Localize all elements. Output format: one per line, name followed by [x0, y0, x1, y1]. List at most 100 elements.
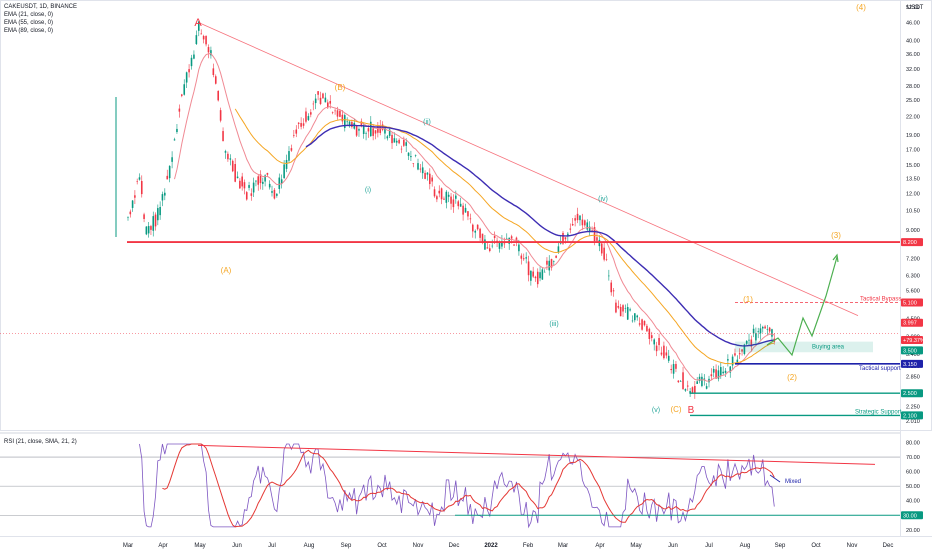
candle-body — [386, 136, 389, 139]
price-axis-tag-label: 3.150 — [903, 362, 917, 368]
candle-body — [705, 386, 708, 389]
candle-body — [574, 218, 576, 221]
candle-body — [522, 258, 525, 260]
price-tick-label: 5.600 — [906, 289, 920, 295]
candle-body — [476, 224, 479, 230]
price-tick-label: 2.850 — [906, 375, 920, 381]
price-axis-tag — [901, 318, 923, 327]
candle-body — [369, 121, 372, 137]
candle-body — [488, 248, 491, 252]
candle-body — [701, 376, 703, 387]
candle-body — [183, 84, 186, 95]
candle-body — [417, 163, 419, 170]
candle-body — [539, 272, 541, 279]
candle-body — [734, 353, 736, 356]
candle-body — [527, 261, 530, 276]
candle-body — [532, 271, 534, 277]
candle-body — [405, 142, 407, 146]
candle-body — [622, 305, 624, 312]
candle-body — [464, 207, 467, 213]
candle-body — [636, 315, 639, 318]
candle-body — [393, 138, 396, 143]
candle-body — [748, 339, 750, 341]
price-axis-tag-label: 3.997 — [903, 321, 917, 327]
candle-body — [374, 130, 377, 134]
rsi-line — [139, 443, 775, 529]
price-tick-label: 46.00 — [906, 21, 920, 27]
candle-body — [161, 194, 164, 201]
candle-body — [493, 235, 496, 239]
candle-body — [407, 152, 410, 156]
candle-body — [541, 269, 544, 280]
candle-body — [210, 50, 212, 56]
candle-body — [181, 94, 183, 96]
candle-body — [436, 196, 438, 200]
price-tick-label: 10.50 — [906, 209, 920, 215]
candle-body — [608, 275, 610, 277]
candle-body — [619, 306, 622, 317]
price-axis-currency: USDT — [907, 5, 924, 11]
candle-body — [650, 335, 653, 339]
ema55-line — [234, 108, 775, 365]
candle-body — [717, 370, 720, 379]
time-tick-label: Oct — [377, 543, 387, 549]
rsi-axis-tag — [901, 511, 923, 520]
candle-body — [152, 216, 155, 231]
candle-body — [145, 226, 148, 235]
candle-body — [171, 157, 173, 162]
price-axis-tag — [901, 346, 923, 355]
candle-body — [419, 168, 422, 170]
candle-body — [643, 321, 646, 326]
candle-body — [665, 352, 668, 356]
candle-body — [691, 387, 694, 393]
candle-body — [593, 227, 596, 242]
wave-label: (3) — [831, 231, 841, 240]
rsi-tick-label: 50.00 — [906, 484, 920, 490]
candle-body — [672, 364, 675, 374]
candle-body — [231, 160, 234, 172]
price-tick-label: 52.00 — [906, 5, 920, 11]
wave-label: B — [688, 405, 695, 416]
candle-body — [360, 121, 363, 127]
candle-body — [469, 218, 472, 220]
candle-body — [278, 177, 281, 189]
candle-body — [757, 331, 759, 333]
candle-body — [217, 90, 219, 101]
time-tick-label: Jun — [232, 543, 242, 549]
candle-body — [663, 345, 665, 359]
candle-body — [729, 366, 732, 373]
candle-body — [403, 139, 405, 146]
candle-body — [379, 125, 382, 133]
candle-body — [154, 214, 157, 227]
candle-body — [591, 230, 593, 231]
candle-body — [358, 129, 360, 131]
candle-body — [743, 344, 746, 354]
candle-body — [285, 160, 288, 169]
candle-body — [543, 271, 546, 273]
candle-body — [229, 158, 232, 160]
candle-body — [212, 68, 215, 75]
time-tick-label: Jul — [268, 543, 276, 549]
candle-body — [190, 57, 193, 67]
candle-body — [138, 177, 141, 180]
time-tick-label: Oct — [811, 543, 821, 549]
candle-body — [295, 129, 298, 134]
candle-body — [331, 112, 334, 113]
time-tick-label: May — [630, 543, 641, 549]
candle-body — [424, 172, 426, 179]
candle-body — [579, 215, 581, 221]
candle-body — [257, 176, 260, 185]
candle-body — [584, 220, 586, 226]
candle-body — [259, 174, 262, 184]
candle-body — [771, 329, 773, 337]
candle-body — [474, 230, 477, 233]
candle-body — [567, 233, 569, 236]
candle-body — [367, 128, 370, 132]
ema89-line — [305, 124, 775, 347]
wave-label: (1) — [743, 295, 753, 304]
candle-body — [503, 243, 506, 245]
candle-body — [576, 213, 579, 221]
candle-body — [388, 129, 391, 136]
price-axis-tag-label: 3.500 — [903, 348, 917, 354]
